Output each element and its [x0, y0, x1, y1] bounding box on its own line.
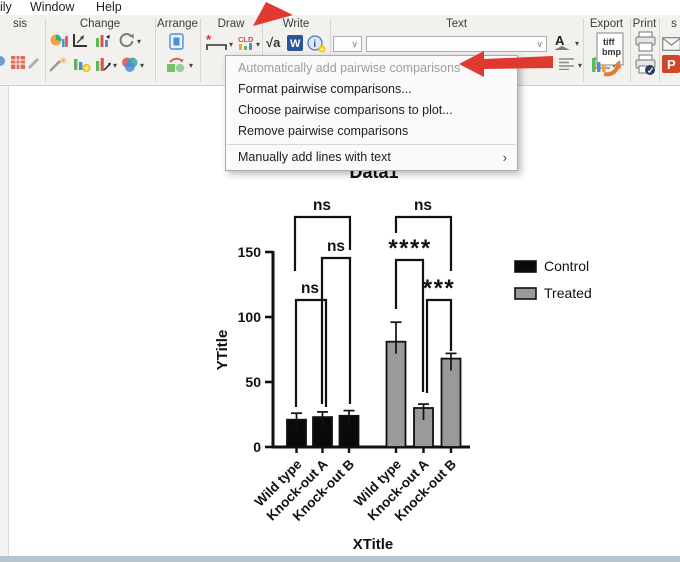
font-label: A: [555, 33, 565, 48]
svg-text:ns: ns: [414, 197, 432, 214]
group-shapes-icon[interactable]: [166, 56, 186, 73]
section-label-export: Export: [589, 18, 624, 30]
section-label-change: Change: [79, 18, 121, 30]
table-icon[interactable]: [11, 56, 26, 70]
section-label-draw: Draw: [217, 18, 245, 30]
page-margin: [0, 86, 9, 556]
pairwise-comparison-icon[interactable]: *: [205, 34, 229, 52]
section-label-write: Write: [282, 18, 310, 30]
align-text-icon[interactable]: [558, 57, 576, 70]
print-icon[interactable]: [634, 31, 657, 52]
menu-item-remove-pairwise[interactable]: Remove pairwise comparisons: [226, 121, 517, 142]
export-tiff-icon[interactable]: tiff bmp: [590, 32, 627, 78]
chevron-down-icon[interactable]: ▾: [140, 61, 145, 70]
menu-item-label: Manually add lines with text: [238, 150, 391, 164]
svg-text:Treated: Treated: [544, 285, 592, 301]
menu-separator: [227, 144, 516, 145]
pencil-icon[interactable]: [27, 56, 41, 70]
word-icon[interactable]: W: [287, 35, 303, 51]
svg-text:YTitle: YTitle: [214, 330, 231, 371]
settings-icon[interactable]: [0, 54, 9, 68]
svg-text:*: *: [206, 34, 212, 47]
menu-item-format-pairwise[interactable]: Format pairwise comparisons...: [226, 79, 517, 100]
divider: [583, 18, 584, 82]
divider: [200, 18, 201, 82]
menu-help[interactable]: Help: [96, 0, 122, 14]
text-color-icon[interactable]: A: [552, 33, 574, 52]
cld-label: CLD: [238, 35, 254, 44]
placeholder-frame-icon[interactable]: [169, 33, 184, 50]
ppt-label: P: [667, 57, 676, 72]
svg-text:✓: ✓: [647, 66, 655, 76]
rotate-icon[interactable]: [117, 32, 135, 49]
divider: [262, 18, 263, 82]
equation-icon[interactable]: √a: [266, 35, 281, 50]
info-icon[interactable]: i +: [307, 35, 326, 53]
taskbar-edge: [0, 556, 680, 562]
menu-item-choose-pairwise[interactable]: Choose pairwise comparisons to plot...: [226, 100, 517, 121]
svg-text:✳: ✳: [59, 56, 67, 67]
svg-text:ns: ns: [301, 280, 319, 297]
divider: [155, 18, 156, 82]
bmp-label: bmp: [602, 47, 622, 57]
menu-item-label: Automatically add pairwise comparisons: [238, 61, 461, 75]
section-label-analysis: sis: [12, 18, 28, 30]
email-icon[interactable]: [662, 37, 680, 51]
print-preview-icon[interactable]: ✓: [634, 54, 657, 76]
cld-letters-icon[interactable]: CLD: [237, 34, 257, 52]
divider: [630, 18, 631, 82]
font-name-combo[interactable]: ∨: [366, 36, 547, 52]
chevron-down-icon[interactable]: ▾: [113, 61, 118, 70]
chevron-down-icon[interactable]: ▾: [137, 37, 142, 46]
chevron-down-icon[interactable]: ▾: [575, 39, 580, 48]
info-label: i: [313, 39, 316, 50]
menu-family-partial[interactable]: ily: [0, 0, 12, 14]
svg-text:Control: Control: [544, 258, 589, 274]
section-label-arrange: Arrange: [157, 18, 198, 30]
menu-item-label: Remove pairwise comparisons: [238, 124, 409, 138]
magic-wand-icon[interactable]: ✳: [48, 56, 67, 73]
chart-type-icon[interactable]: [50, 33, 68, 49]
font-size-combo[interactable]: ∨: [333, 36, 362, 52]
svg-text:50: 50: [245, 374, 261, 390]
divider: [659, 18, 660, 82]
svg-text:ns: ns: [313, 197, 331, 214]
bars-add-icon[interactable]: +: [73, 56, 91, 73]
powerpoint-icon[interactable]: P: [662, 55, 680, 73]
submenu-arrow-icon: ›: [502, 150, 507, 165]
section-label-send-partial: s: [671, 18, 677, 30]
section-label-text: Text: [445, 18, 468, 30]
menu-window[interactable]: Window: [30, 0, 75, 14]
chevron-down-icon[interactable]: ▾: [189, 61, 194, 70]
menu-item-label: Format pairwise comparisons...: [238, 82, 412, 96]
svg-text:+: +: [84, 63, 89, 73]
section-label-print: Print: [632, 18, 657, 30]
axes-icon[interactable]: [71, 33, 88, 49]
pairwise-dropdown-menu: Automatically add pairwise comparisons F…: [225, 55, 518, 171]
chevron-down-icon[interactable]: ▾: [578, 61, 583, 70]
menu-item-manual-lines[interactable]: Manually add lines with text ›: [226, 147, 517, 168]
svg-text:XTitle: XTitle: [353, 536, 394, 553]
bars-arrow-icon[interactable]: [95, 33, 111, 49]
bars-resize-icon[interactable]: [95, 56, 112, 73]
menu-bar: ily Window Help: [0, 0, 680, 16]
word-label: W: [290, 38, 301, 50]
divider: [45, 18, 46, 82]
svg-text:***: ***: [423, 275, 456, 302]
color-scheme-icon[interactable]: [121, 56, 138, 73]
menu-item-auto-add-pairwise[interactable]: Automatically add pairwise comparisons: [226, 58, 517, 79]
svg-text:****: ****: [388, 235, 431, 262]
divider: [330, 18, 331, 82]
menu-item-label: Choose pairwise comparisons to plot...: [238, 103, 453, 117]
svg-text:150: 150: [238, 244, 262, 260]
svg-text:+: +: [320, 45, 325, 53]
svg-text:0: 0: [253, 439, 261, 455]
tiff-label: tiff: [603, 37, 615, 47]
chevron-down-icon[interactable]: ▾: [256, 40, 261, 49]
svg-text:ns: ns: [327, 238, 345, 255]
chevron-down-icon[interactable]: ▾: [229, 40, 234, 49]
svg-text:100: 100: [238, 309, 262, 325]
